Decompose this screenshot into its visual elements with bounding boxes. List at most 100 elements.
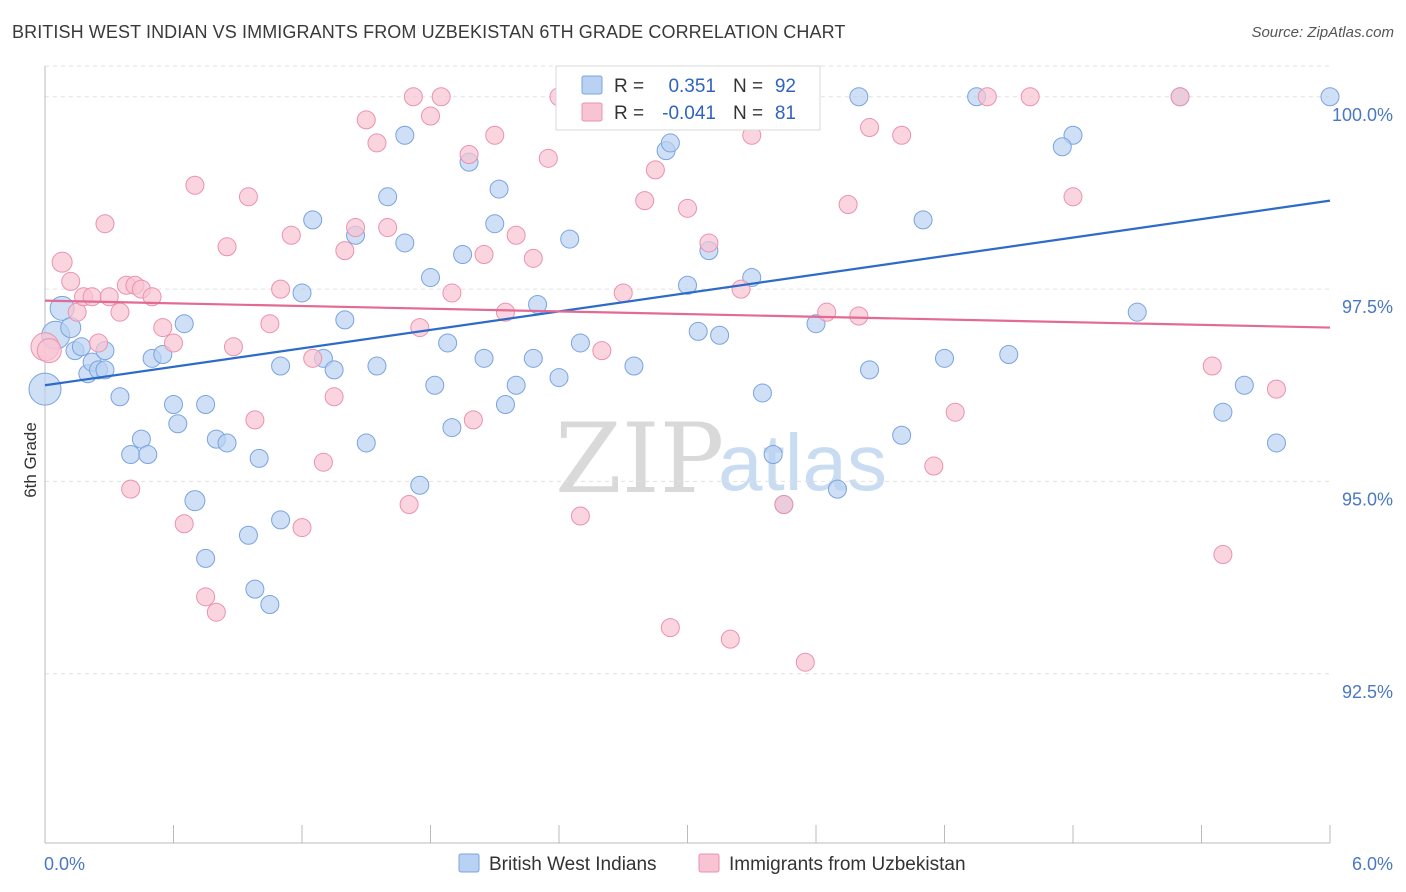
point-immigrants-from-uzbekistan [1020,87,1040,107]
stats-legend: R = 0.351 N = 92 R = -0.041 N = 81 [555,65,821,131]
point-immigrants-from-uzbekistan [1170,87,1190,107]
point-british-west-indians [174,314,194,334]
point-immigrants-from-uzbekistan [795,652,815,672]
point-british-west-indians [425,375,445,395]
point-british-west-indians [395,125,415,145]
point-british-west-indians [660,133,680,153]
point-british-west-indians [395,233,415,253]
series-immigrants-from-uzbekistan [30,87,1286,672]
point-british-west-indians [495,394,515,414]
point-immigrants-from-uzbekistan [410,318,430,338]
legend-r-label-1: R = [614,76,644,97]
point-immigrants-from-uzbekistan [238,187,258,207]
point-immigrants-from-uzbekistan [645,160,665,180]
point-british-west-indians [335,310,355,330]
point-immigrants-from-uzbekistan [335,241,355,261]
point-immigrants-from-uzbekistan [206,602,226,622]
point-immigrants-from-uzbekistan [142,287,162,307]
y-tick-label: 92.5% [1342,682,1393,702]
point-immigrants-from-uzbekistan [720,629,740,649]
point-immigrants-from-uzbekistan [36,338,62,364]
point-immigrants-from-uzbekistan [892,125,912,145]
point-british-west-indians [292,283,312,303]
point-immigrants-from-uzbekistan [399,495,419,515]
point-british-west-indians [356,433,376,453]
chart-title: BRITISH WEST INDIAN VS IMMIGRANTS FROM U… [12,22,846,42]
point-british-west-indians [1213,402,1233,422]
point-british-west-indians [678,275,697,295]
point-british-west-indians [184,490,206,512]
legend-n-value-2: 81 [775,103,796,124]
point-british-west-indians [999,344,1019,364]
series-british-west-indians [28,87,1340,615]
point-british-west-indians [249,448,269,468]
point-immigrants-from-uzbekistan [538,148,558,168]
point-british-west-indians [271,356,291,376]
point-immigrants-from-uzbekistan [281,225,301,245]
point-immigrants-from-uzbekistan [1266,379,1286,399]
point-immigrants-from-uzbekistan [699,233,719,253]
point-british-west-indians [935,348,954,368]
point-british-west-indians [549,368,569,388]
point-immigrants-from-uzbekistan [356,110,376,130]
point-immigrants-from-uzbekistan [367,133,387,153]
point-british-west-indians [763,445,783,464]
point-immigrants-from-uzbekistan [245,410,265,430]
point-immigrants-from-uzbekistan [51,251,73,273]
point-british-west-indians [1127,302,1147,322]
point-immigrants-from-uzbekistan [346,218,366,238]
point-immigrants-from-uzbekistan [570,506,590,526]
point-immigrants-from-uzbekistan [95,214,115,234]
x-tick-label-max: 6.0% [1352,854,1393,874]
point-british-west-indians [523,348,543,368]
point-immigrants-from-uzbekistan [89,333,109,353]
point-british-west-indians [913,210,933,230]
gridlines [45,65,1330,675]
point-british-west-indians [1052,137,1072,157]
point-immigrants-from-uzbekistan [164,333,183,353]
source-credit: Source: ZipAtlas.com [1251,24,1394,41]
point-immigrants-from-uzbekistan [61,271,81,291]
point-british-west-indians [164,394,183,414]
point-british-west-indians [28,372,62,406]
point-immigrants-from-uzbekistan [474,244,494,264]
point-immigrants-from-uzbekistan [153,318,173,338]
point-immigrants-from-uzbekistan [1213,545,1233,565]
point-immigrants-from-uzbekistan [324,387,344,407]
point-british-west-indians [570,333,590,353]
point-immigrants-from-uzbekistan [110,302,130,322]
point-immigrants-from-uzbekistan [174,514,194,534]
point-immigrants-from-uzbekistan [463,410,483,430]
point-immigrants-from-uzbekistan [495,302,515,322]
point-british-west-indians [410,475,430,495]
point-immigrants-from-uzbekistan [817,302,837,322]
watermark-atlas: atlas [718,418,887,507]
point-immigrants-from-uzbekistan [523,248,543,268]
point-british-west-indians [474,348,494,368]
point-immigrants-from-uzbekistan [121,479,141,499]
point-british-west-indians [324,360,344,380]
point-immigrants-from-uzbekistan [506,225,526,245]
point-immigrants-from-uzbekistan [635,191,655,211]
point-immigrants-from-uzbekistan [442,283,462,303]
point-immigrants-from-uzbekistan [196,587,216,607]
point-immigrants-from-uzbekistan [945,402,965,422]
point-british-west-indians [453,244,473,264]
point-british-west-indians [506,375,526,395]
point-british-west-indians [489,179,509,199]
point-immigrants-from-uzbekistan [403,87,423,107]
y-tick-label: 97.5% [1342,297,1393,317]
point-british-west-indians [260,595,280,615]
legend-swatch-blue [581,75,603,95]
watermark-zip: ZIP [555,403,724,515]
point-british-west-indians [217,433,237,453]
y-tick-label: 100.0% [1332,105,1393,125]
point-british-west-indians [485,214,505,234]
point-immigrants-from-uzbekistan [421,106,440,126]
point-immigrants-from-uzbekistan [459,144,479,164]
point-british-west-indians [860,360,880,380]
trend-line-immigrants-from-uzbekistan [44,299,1331,329]
point-immigrants-from-uzbekistan [303,348,323,368]
